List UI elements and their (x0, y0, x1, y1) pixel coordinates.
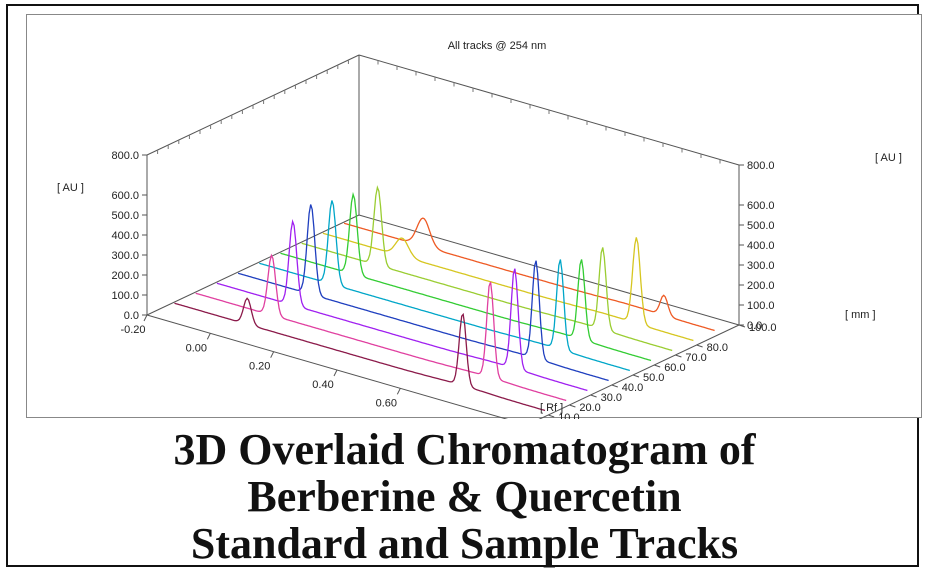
track-line-z80 (322, 232, 694, 342)
track-line-z10 (174, 297, 546, 412)
z-tick-label: 20.0 (579, 402, 600, 414)
z-tick-label: 50.0 (643, 372, 664, 384)
chromatogram-3d-chart: 0.0100.0200.0300.0400.0500.0600.0800.00.… (57, 40, 902, 419)
back-floor-line (358, 214, 740, 326)
track-line-z70 (301, 185, 673, 352)
z-tick-mark (654, 364, 661, 368)
caption-line-3: Standard and Sample Tracks (190, 519, 739, 568)
z-tick-label: 80.0 (707, 342, 728, 354)
y-tick-label-right: 400.0 (747, 240, 775, 252)
y-tick-label-left: 400.0 (111, 230, 139, 242)
track-line-z50 (259, 200, 631, 372)
track-line-z20 (195, 253, 567, 402)
z-axis-line-left (146, 214, 360, 316)
x-tick-label: 0.20 (249, 361, 270, 373)
y-tick-label-right: 0.0 (747, 320, 762, 332)
x-tick-label: 0.00 (186, 342, 207, 354)
z-tick-label: 10.0 (558, 412, 579, 419)
y-tick-label-right: 800.0 (747, 160, 775, 172)
y-tick-label-left: 600.0 (111, 190, 139, 202)
z-tick-label: 30.0 (601, 392, 622, 404)
z-tick-label: 60.0 (664, 362, 685, 374)
x-tick-mark (206, 333, 211, 340)
z-tick-label: 70.0 (685, 352, 706, 364)
chart-title: All tracks @ 254 nm (448, 40, 547, 52)
x-tick-label: 0.40 (312, 379, 333, 391)
y-tick-label-left: 0.0 (124, 310, 139, 322)
tracks-layer (174, 185, 715, 412)
y-tick-label-right: 500.0 (747, 220, 775, 232)
z-tick-mark (675, 354, 682, 358)
track-line-z60 (280, 191, 652, 362)
y-tick-label-left: 500.0 (111, 210, 139, 222)
y-axis-label-left: [ AU ] (57, 182, 84, 194)
figure-caption: 3D Overlaid Chromatogram of Berberine & … (8, 426, 921, 567)
y-tick-label-right: 600.0 (747, 200, 775, 212)
track-line-z90 (343, 217, 715, 332)
y-tick-label-right: 200.0 (747, 280, 775, 292)
figure-frame: 0.0 100.0 200.0 300.0 400.0 500.0 600.0 800.0 0.… (6, 4, 922, 567)
track-line-z40 (237, 204, 609, 382)
z-tick-mark (696, 344, 703, 348)
y-tick-label-left: 200.0 (111, 270, 139, 282)
x-axis-label: [ Rf ] (540, 402, 563, 414)
y-tick-label-right: 300.0 (747, 260, 775, 272)
z-tick-mark (548, 414, 555, 418)
y-tick-label-left: 300.0 (111, 250, 139, 262)
x-tick-mark (333, 369, 338, 377)
z-tick-mark (569, 404, 576, 408)
caption-line-1: 3D Overlaid Chromatogram of (173, 425, 756, 474)
ticks-layer: 0.0100.0200.0300.0400.0500.0600.0800.00.… (111, 150, 776, 419)
y-axis-label-right: [ AU ] (875, 152, 902, 164)
z-tick-mark (590, 394, 597, 398)
y-tick-label-left: 100.0 (111, 290, 139, 302)
z-tick-mark (632, 374, 640, 378)
z-tick-mark (611, 384, 618, 388)
z-tick-label: 40.0 (622, 382, 643, 394)
x-tick-label: 0.60 (376, 397, 397, 409)
track-line-z30 (216, 219, 588, 392)
x-tick-mark (143, 314, 148, 322)
z-axis-label: [ mm ] (845, 309, 876, 321)
y-tick-label-left: 800.0 (111, 150, 139, 162)
y-tick-label-right: 100.0 (747, 300, 775, 312)
chart-panel: 0.0 100.0 200.0 300.0 400.0 500.0 600.0 800.0 0.… (26, 14, 922, 419)
x-tick-mark (270, 351, 275, 358)
x-tick-label: -0.20 (120, 324, 145, 336)
caption-line-2: Berberine & Quercetin (247, 472, 682, 521)
x-axis-line (146, 314, 509, 419)
z-tick-label: 100.0 (749, 322, 777, 334)
x-tick-mark (396, 388, 401, 395)
z-tick-mark (738, 324, 746, 328)
